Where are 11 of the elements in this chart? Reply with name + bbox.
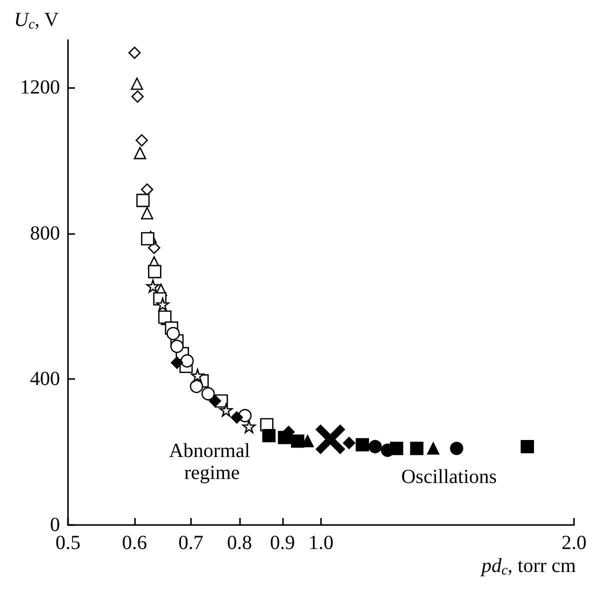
- y-tick-label: 1200: [20, 76, 60, 98]
- x-tick-label: 0.6: [122, 532, 148, 554]
- y-tick-label: 800: [30, 222, 60, 244]
- x-tick-label: 2.0: [562, 532, 586, 554]
- y-tick-label: 400: [30, 368, 60, 390]
- x-tick-label: 1.0: [308, 532, 334, 554]
- x-tick-label: 0.7: [178, 532, 204, 554]
- x-tick-label: 0.9: [270, 532, 296, 554]
- annotation: Oscillations: [401, 466, 497, 488]
- x-tick-label: 0.8: [227, 532, 252, 554]
- annotation: Abnormal regime: [168, 440, 256, 484]
